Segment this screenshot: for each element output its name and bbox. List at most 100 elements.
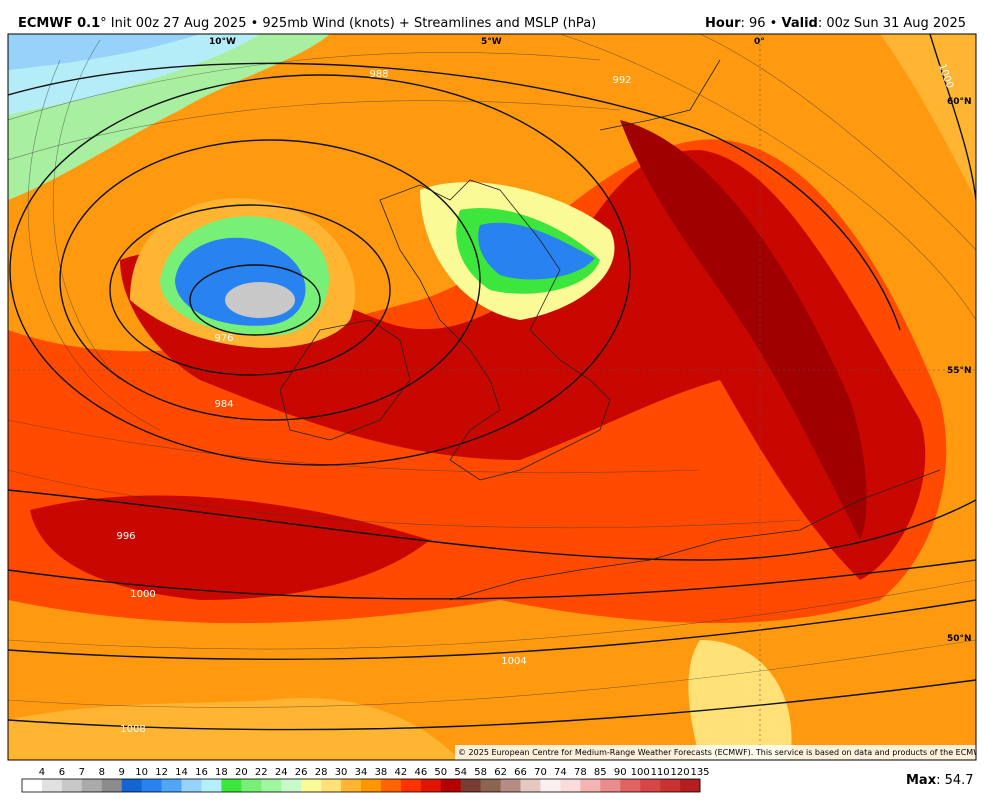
colorbar-swatch xyxy=(480,779,501,792)
colorbar-swatch xyxy=(61,779,83,792)
colorbar-swatch xyxy=(101,779,123,792)
map-frame xyxy=(7,33,977,761)
colorbar-label: 4 xyxy=(39,767,45,778)
colorbar-label: 74 xyxy=(554,767,567,778)
field-low-calm xyxy=(225,282,295,318)
colorbar-frame xyxy=(21,778,701,793)
colorbar-swatch xyxy=(640,779,661,792)
colorbar-swatch xyxy=(500,779,521,792)
valid-label: Valid xyxy=(782,16,818,31)
colorbar-swatch xyxy=(660,779,681,792)
colorbar-swatch xyxy=(22,779,43,792)
colorbar-swatch xyxy=(380,779,402,792)
field-scotland-blue xyxy=(478,222,595,280)
valid-value: : 00z Sun 31 Aug 2025 xyxy=(818,16,966,31)
isobar-label: 988 xyxy=(369,69,388,80)
colorbar-label: 20 xyxy=(235,767,248,778)
colorbar-swatch xyxy=(181,779,202,792)
colorbar-label: 28 xyxy=(315,767,328,778)
colorbar-label: 34 xyxy=(355,767,368,778)
coastline-britain xyxy=(379,179,611,481)
copyright: © 2025 European Centre for Medium-Range … xyxy=(458,748,984,757)
colorbar-swatch xyxy=(161,779,182,792)
colorbar-swatch xyxy=(400,779,422,792)
colorbar-swatch xyxy=(620,779,641,792)
longitude-label: 5°W xyxy=(481,37,502,47)
colorbar-swatch xyxy=(141,779,162,792)
colorbar-label: 62 xyxy=(494,767,507,778)
colorbar-swatch xyxy=(261,779,282,792)
colorbar-label: 120 xyxy=(671,767,690,778)
colorbar-swatch xyxy=(41,779,63,792)
coastline-continent xyxy=(449,469,941,601)
longitude-label: 10°W xyxy=(209,37,236,47)
colorbar-label: 70 xyxy=(534,767,547,778)
coastline-ireland xyxy=(279,319,411,441)
colorbar-swatch xyxy=(241,779,262,792)
colorbar-swatch xyxy=(420,779,442,792)
isobar-label: 984 xyxy=(214,399,233,410)
colorbar-label: 66 xyxy=(514,767,527,778)
max-label: Max xyxy=(906,773,937,788)
colorbar-label: 6 xyxy=(59,767,65,778)
isobar-label: 1000 xyxy=(130,589,155,600)
colorbar-label: 110 xyxy=(651,767,670,778)
hour-value: : 96 • xyxy=(741,16,782,31)
copyright-box xyxy=(455,745,976,760)
colorbar-swatch xyxy=(121,779,142,792)
colorbar-swatch xyxy=(520,779,541,792)
colorbar-swatch xyxy=(221,779,242,792)
colorbar-swatch xyxy=(460,779,481,792)
map: 988 992 1000 976 984 996 1000 1004 1008 … xyxy=(8,34,984,760)
colorbar-label: 24 xyxy=(275,767,288,778)
field-darkest-red xyxy=(620,120,867,540)
colorbar-swatch xyxy=(680,779,701,792)
max-value: Max: 54.7 xyxy=(906,773,974,788)
colorbar-label: 7 xyxy=(79,767,85,778)
colorbar-swatch xyxy=(440,779,462,792)
colorbar-label: 8 xyxy=(99,767,105,778)
colorbar-swatch xyxy=(321,779,342,792)
latitude-label: 60°N xyxy=(947,97,972,107)
colorbar-label: 42 xyxy=(395,767,408,778)
isobar-label: 996 xyxy=(116,531,135,542)
coastline-shetland xyxy=(599,59,721,131)
longitude-label: 0° xyxy=(754,37,765,47)
field-dark-red-south xyxy=(30,495,430,600)
colorbar-swatch xyxy=(560,779,581,792)
isobar-label: 976 xyxy=(214,333,233,344)
colorbar: 4 6 7 8 9 10 12 14 16 18 20 22 24 26 28 30 34 38 42 46 50 54 5… xyxy=(21,767,710,793)
colorbar-swatch xyxy=(281,779,302,792)
isobar-label: 1008 xyxy=(120,724,145,735)
colorbar-label: 22 xyxy=(255,767,268,778)
title-bold: ECMWF 0.1 xyxy=(18,16,100,31)
field-orange-ne xyxy=(880,34,976,200)
colorbar-swatch xyxy=(600,779,621,792)
colorbar-label: 16 xyxy=(195,767,208,778)
title-rest: ° Init 00z 27 Aug 2025 • 925mb Wind (kno… xyxy=(100,16,596,31)
colorbar-label: 38 xyxy=(375,767,388,778)
max-number: : 54.7 xyxy=(936,773,973,788)
colorbar-swatch xyxy=(540,779,561,792)
colorbar-swatch xyxy=(580,779,601,792)
colorbar-label: 26 xyxy=(295,767,308,778)
colorbar-label: 90 xyxy=(614,767,627,778)
isobar-label: 992 xyxy=(612,75,631,86)
colorbar-label: 78 xyxy=(574,767,587,778)
colorbar-swatch xyxy=(301,779,322,792)
title: ECMWF 0.1° Init 00z 27 Aug 2025 • 925mb … xyxy=(18,16,596,31)
colorbar-label: 135 xyxy=(690,767,709,778)
colorbar-label: 30 xyxy=(335,767,348,778)
colorbar-label: 58 xyxy=(474,767,487,778)
colorbar-label: 14 xyxy=(175,767,188,778)
valid-time: Hour: 96 • Valid: 00z Sun 31 Aug 2025 xyxy=(705,16,966,31)
colorbar-label: 54 xyxy=(454,767,467,778)
colorbar-swatch xyxy=(81,779,103,792)
colorbar-label: 85 xyxy=(594,767,607,778)
colorbar-swatch xyxy=(341,779,362,792)
hour-label: Hour xyxy=(705,16,741,31)
latitude-label: 55°N xyxy=(947,366,972,376)
colorbar-label: 10 xyxy=(135,767,148,778)
colorbar-label: 9 xyxy=(119,767,125,778)
